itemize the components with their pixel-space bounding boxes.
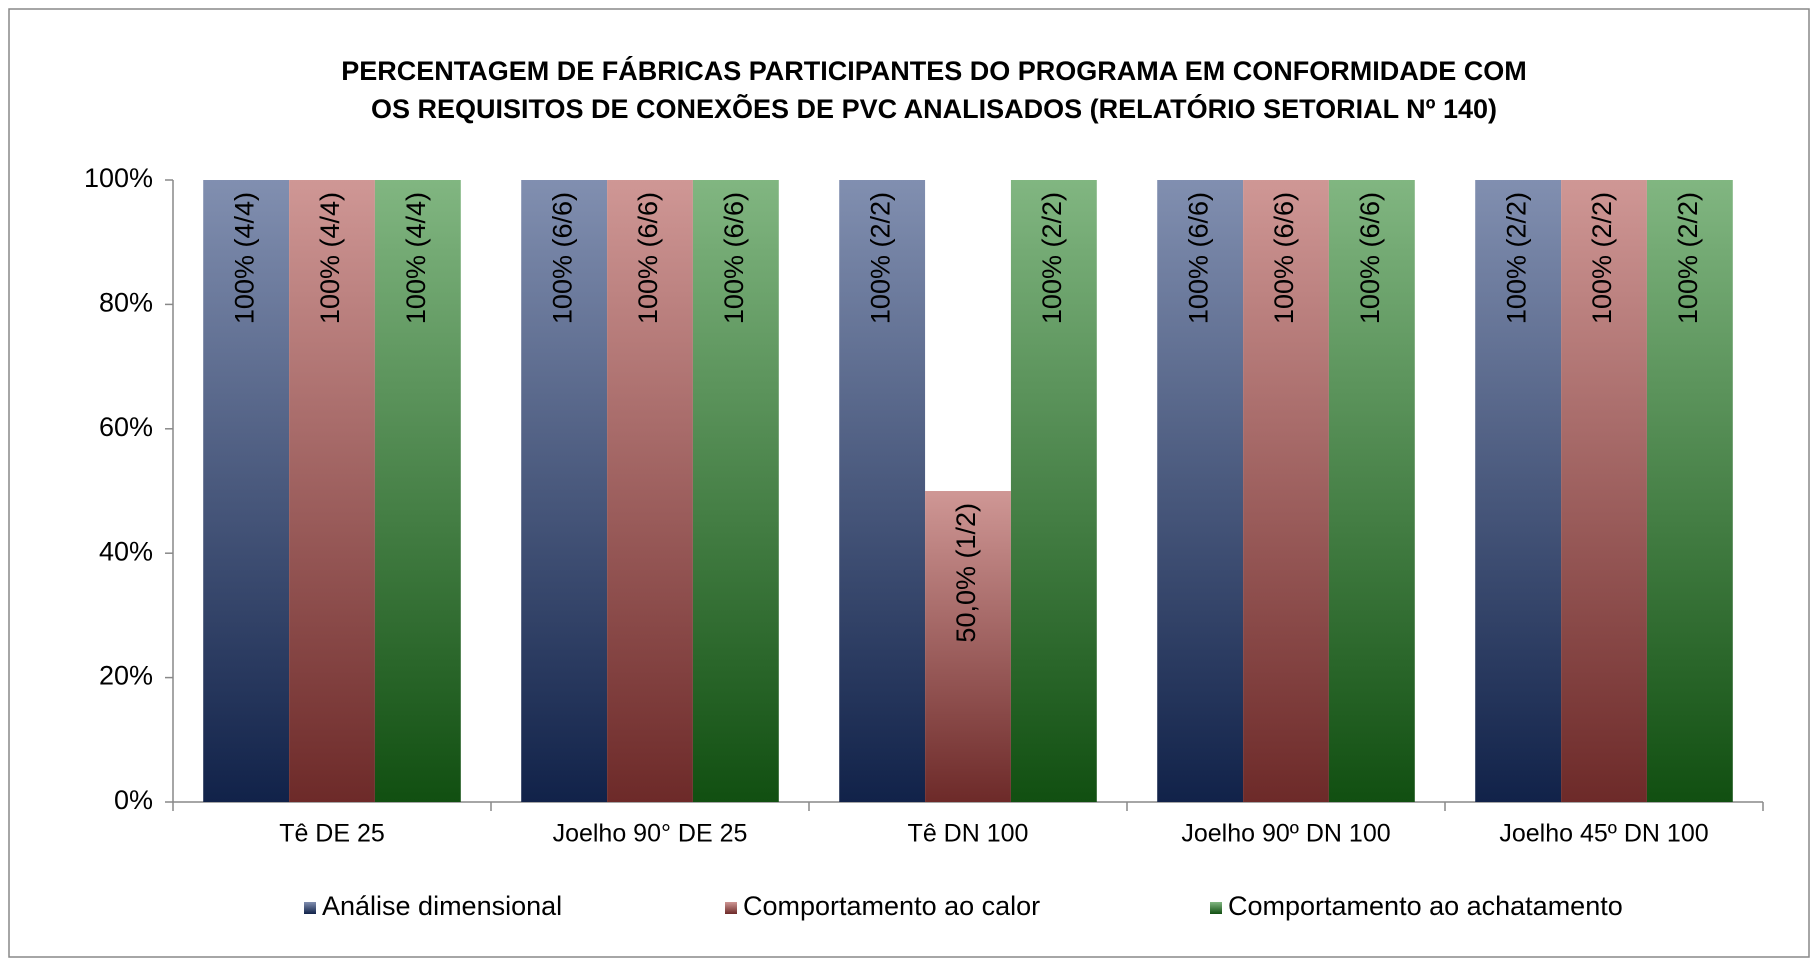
bar [521, 180, 608, 802]
legend-label: Comportamento ao achatamento [1228, 891, 1623, 921]
value-label: 100% (6/6) [547, 192, 577, 324]
bar [1010, 180, 1097, 802]
bar [1561, 180, 1647, 802]
y-tick-label: 100% [84, 163, 153, 193]
value-label: 100% (2/2) [865, 192, 895, 324]
value-label: 100% (6/6) [1355, 192, 1385, 324]
value-label: 100% (4/4) [401, 192, 431, 324]
bar [203, 180, 290, 802]
bar [1328, 180, 1415, 802]
value-label: 100% (2/2) [1587, 192, 1617, 324]
bar [692, 180, 779, 802]
bar [607, 180, 693, 802]
value-label: 100% (2/2) [1673, 192, 1703, 324]
legend-swatch [304, 902, 316, 914]
x-tick-label: Joelho 90° DE 25 [553, 820, 748, 848]
x-tick-label: Tê DN 100 [908, 820, 1029, 848]
value-label: 100% (4/4) [315, 192, 345, 324]
y-tick-label: 60% [99, 412, 153, 442]
bar [1157, 180, 1244, 802]
chart-title: PERCENTAGEM DE FÁBRICAS PARTICIPANTES DO… [341, 55, 1527, 86]
y-tick-label: 40% [99, 536, 153, 566]
x-tick-label: Joelho 45º DN 100 [1499, 820, 1708, 848]
legend-swatch [725, 902, 737, 914]
chart-title: OS REQUISITOS DE CONEXÕES DE PVC ANALISA… [371, 93, 1497, 124]
legend-swatch [1210, 902, 1222, 914]
x-tick-label: Tê DE 25 [279, 820, 385, 848]
bar [1475, 180, 1562, 802]
bar [1646, 180, 1733, 802]
y-tick-label: 0% [114, 785, 153, 815]
value-label: 100% (6/6) [719, 192, 749, 324]
value-label: 100% (6/6) [1183, 192, 1213, 324]
bar [1243, 180, 1329, 802]
value-label: 50,0% (1/2) [951, 503, 981, 643]
value-label: 100% (2/2) [1037, 192, 1067, 324]
legend-label: Análise dimensional [322, 891, 562, 921]
legend-label: Comportamento ao calor [743, 891, 1040, 921]
bar [839, 180, 926, 802]
y-tick-label: 20% [99, 661, 153, 691]
bar [925, 491, 1011, 802]
y-tick-label: 80% [99, 288, 153, 318]
value-label: 100% (4/4) [229, 192, 259, 324]
bar [289, 180, 375, 802]
bar [374, 180, 461, 802]
value-label: 100% (6/6) [633, 192, 663, 324]
value-label: 100% (6/6) [1269, 192, 1299, 324]
x-tick-label: Joelho 90º DN 100 [1181, 820, 1390, 848]
value-label: 100% (2/2) [1501, 192, 1531, 324]
